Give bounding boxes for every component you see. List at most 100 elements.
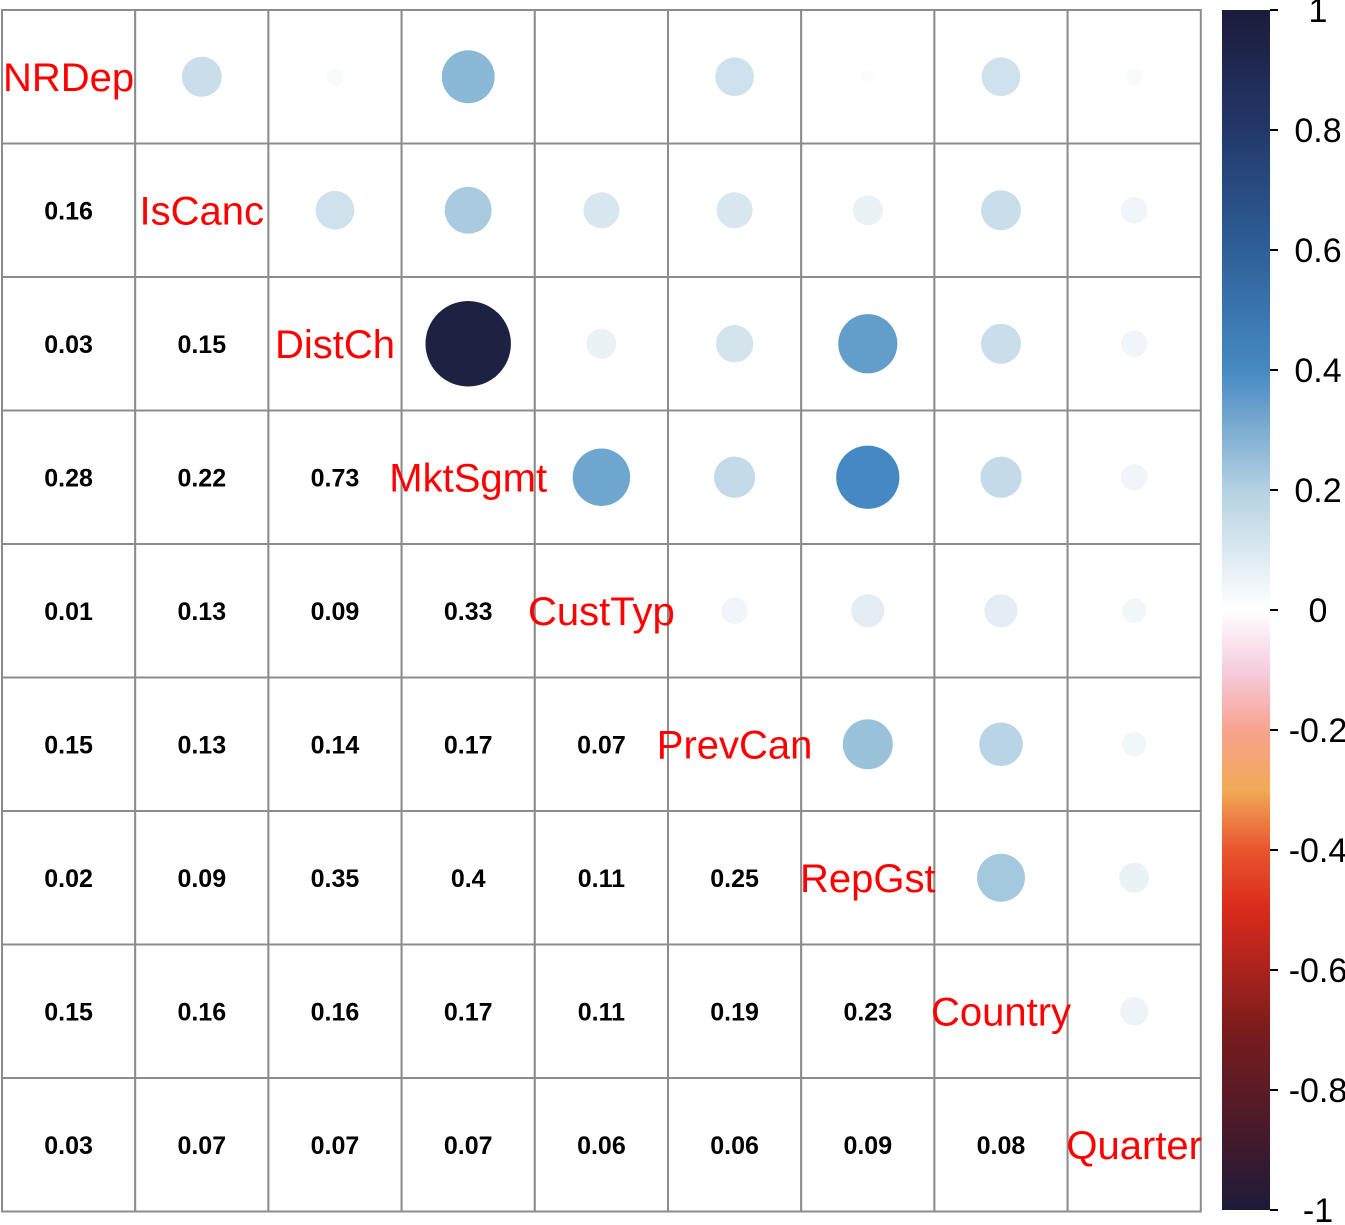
matrix-cell <box>667 943 803 1079</box>
correlation-value: 0.28 <box>44 464 93 492</box>
colorbar-tick-label: 0.2 <box>1294 472 1341 510</box>
correlation-value: 0.09 <box>177 865 226 893</box>
correlation-circle <box>315 190 355 230</box>
correlation-circle <box>1120 464 1148 491</box>
colorbar-tick-label: 0.6 <box>1294 232 1341 270</box>
correlation-circle <box>838 314 898 374</box>
matrix-cell <box>400 409 536 545</box>
matrix-cell <box>400 543 536 679</box>
matrix-cell <box>400 676 536 812</box>
matrix-cell <box>533 810 669 946</box>
correlation-circle <box>980 456 1022 498</box>
matrix-cell <box>533 943 669 1079</box>
correlation-circle <box>586 328 617 359</box>
correlation-circle <box>1119 862 1150 893</box>
colorbar-tick-label: 1 <box>1309 0 1328 30</box>
correlation-value: 0.35 <box>311 865 360 893</box>
colorbar-tick-label: 0 <box>1309 592 1328 630</box>
matrix-cell <box>533 1077 669 1213</box>
correlation-value: 0.23 <box>843 998 892 1026</box>
correlation-value: 0.07 <box>311 1132 360 1160</box>
matrix-cell <box>1 943 137 1079</box>
colorbar-tick-label: -0.6 <box>1289 952 1345 990</box>
correlation-circle <box>852 195 883 226</box>
variable-label: IsCanc <box>140 189 265 233</box>
matrix-cell <box>800 1077 936 1213</box>
variable-label: RepGst <box>800 857 936 901</box>
matrix-cell <box>134 409 270 545</box>
matrix-cell <box>134 810 270 946</box>
matrix-cell <box>267 276 403 412</box>
matrix-cell <box>400 276 536 412</box>
correlation-circle <box>715 57 754 97</box>
matrix-cell <box>667 1077 803 1213</box>
matrix-cell <box>1 409 137 545</box>
matrix-cell <box>933 9 1069 145</box>
correlation-value: 0.03 <box>44 1132 93 1160</box>
correlation-value: 0.06 <box>710 1132 759 1160</box>
correlation-circle <box>181 56 222 97</box>
variable-label: Country <box>931 990 1071 1034</box>
correlation-value: 0.07 <box>444 1132 493 1160</box>
matrix-cell <box>1 276 137 412</box>
color-legend: 1 0.8 0.6 0.4 0.2 0 -0.2 -0.4 -0.6 -0.8 -1 <box>1222 0 1345 1225</box>
correlation-circle <box>842 719 893 770</box>
correlation-value: 0.16 <box>44 197 93 225</box>
correlation-circle <box>326 68 344 86</box>
matrix-cell <box>267 543 403 679</box>
correlation-value: 0.33 <box>444 598 493 626</box>
correlation-circle <box>1120 997 1149 1026</box>
correlation-value: 0.09 <box>311 598 360 626</box>
matrix-cell <box>267 943 403 1079</box>
variable-label: Quarter <box>1066 1124 1202 1168</box>
matrix-cell <box>533 142 669 278</box>
matrix-cell <box>400 1077 536 1213</box>
matrix-cell <box>1 543 137 679</box>
correlation-circle <box>981 190 1021 231</box>
colorbar-tick-label: 0.4 <box>1294 352 1341 390</box>
correlation-circle <box>425 301 511 387</box>
colorbar-tick-label: -1 <box>1303 1192 1333 1225</box>
correlation-circle <box>1125 68 1143 86</box>
correlation-circle <box>713 456 756 498</box>
matrix-cell <box>267 676 403 812</box>
correlation-value: 0.14 <box>311 731 360 759</box>
colorbar-gradient <box>1222 10 1270 1210</box>
matrix-cell <box>800 943 936 1079</box>
correlation-circle <box>979 722 1023 767</box>
matrix-cell <box>1 9 137 145</box>
matrix-cell <box>134 1077 270 1213</box>
matrix-cell <box>134 676 270 812</box>
matrix-cell <box>1 1077 137 1213</box>
correlation-value: 0.13 <box>177 731 226 759</box>
correlation-value: 0.11 <box>578 865 625 893</box>
variable-label: PrevCan <box>657 723 813 767</box>
correlation-circle <box>715 325 754 363</box>
correlation-value: 0.22 <box>177 464 226 492</box>
correlation-value: 0.03 <box>44 331 93 359</box>
matrix-cell <box>667 676 803 812</box>
matrix-cell <box>1 810 137 946</box>
correlation-value: 0.25 <box>710 865 759 893</box>
matrix-cell <box>267 1077 403 1213</box>
variable-label: CustTyp <box>528 590 675 634</box>
correlation-circle <box>572 448 631 506</box>
correlation-circle <box>1120 197 1148 224</box>
correlation-value: 0.09 <box>843 1132 892 1160</box>
correlation-circle <box>984 594 1018 628</box>
correlation-value: 0.73 <box>311 464 360 492</box>
variable-label: MktSgmt <box>389 456 547 500</box>
correlation-circle <box>716 192 753 229</box>
correlation-value: 0.13 <box>177 598 226 626</box>
variable-label: NRDep <box>3 56 134 100</box>
correlation-circle <box>1120 330 1148 357</box>
correlation-circle <box>444 186 492 234</box>
correlation-circle <box>851 594 885 628</box>
correlation-value: 0.16 <box>311 998 360 1026</box>
correlation-circle <box>1121 598 1147 623</box>
matrix-marks: NRDep 0.16 IsCanc 0.03 0.15 DistCh 0.28 0.22 0.7… <box>3 50 1202 1168</box>
correlation-value: 0.4 <box>451 865 486 893</box>
correlation-circle <box>836 445 900 509</box>
correlation-value: 0.02 <box>44 865 93 893</box>
